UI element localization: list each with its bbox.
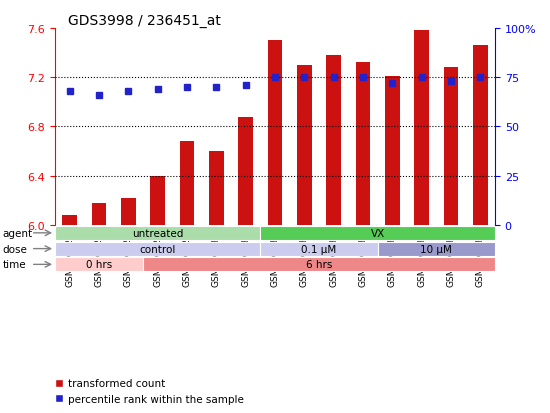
- Text: dose: dose: [3, 244, 28, 254]
- Bar: [297, 66, 312, 225]
- Bar: [209, 152, 224, 225]
- Text: 0 hrs: 0 hrs: [86, 260, 112, 270]
- Text: 0.1 μM: 0.1 μM: [301, 244, 337, 254]
- Bar: [92, 203, 106, 225]
- Bar: [238, 117, 253, 225]
- Legend: transformed count, percentile rank within the sample: transformed count, percentile rank withi…: [49, 374, 248, 408]
- Bar: [444, 68, 458, 225]
- FancyBboxPatch shape: [55, 258, 143, 272]
- FancyBboxPatch shape: [55, 226, 260, 240]
- Text: untreated: untreated: [132, 228, 183, 238]
- Text: GDS3998 / 236451_at: GDS3998 / 236451_at: [68, 14, 221, 28]
- Text: VX: VX: [371, 228, 385, 238]
- FancyBboxPatch shape: [260, 226, 495, 240]
- Text: agent: agent: [3, 228, 33, 238]
- Bar: [356, 63, 370, 225]
- Bar: [473, 46, 488, 225]
- Bar: [62, 216, 77, 225]
- Bar: [180, 142, 194, 225]
- Bar: [385, 77, 400, 225]
- FancyBboxPatch shape: [378, 242, 495, 256]
- Bar: [268, 41, 282, 225]
- Bar: [326, 56, 341, 225]
- FancyBboxPatch shape: [260, 242, 378, 256]
- Bar: [121, 198, 136, 225]
- Text: control: control: [140, 244, 176, 254]
- FancyBboxPatch shape: [55, 242, 260, 256]
- Text: time: time: [3, 260, 26, 270]
- Bar: [150, 176, 165, 225]
- Text: 10 μM: 10 μM: [420, 244, 452, 254]
- Bar: [414, 31, 429, 225]
- Text: 6 hrs: 6 hrs: [306, 260, 332, 270]
- FancyBboxPatch shape: [143, 258, 495, 272]
